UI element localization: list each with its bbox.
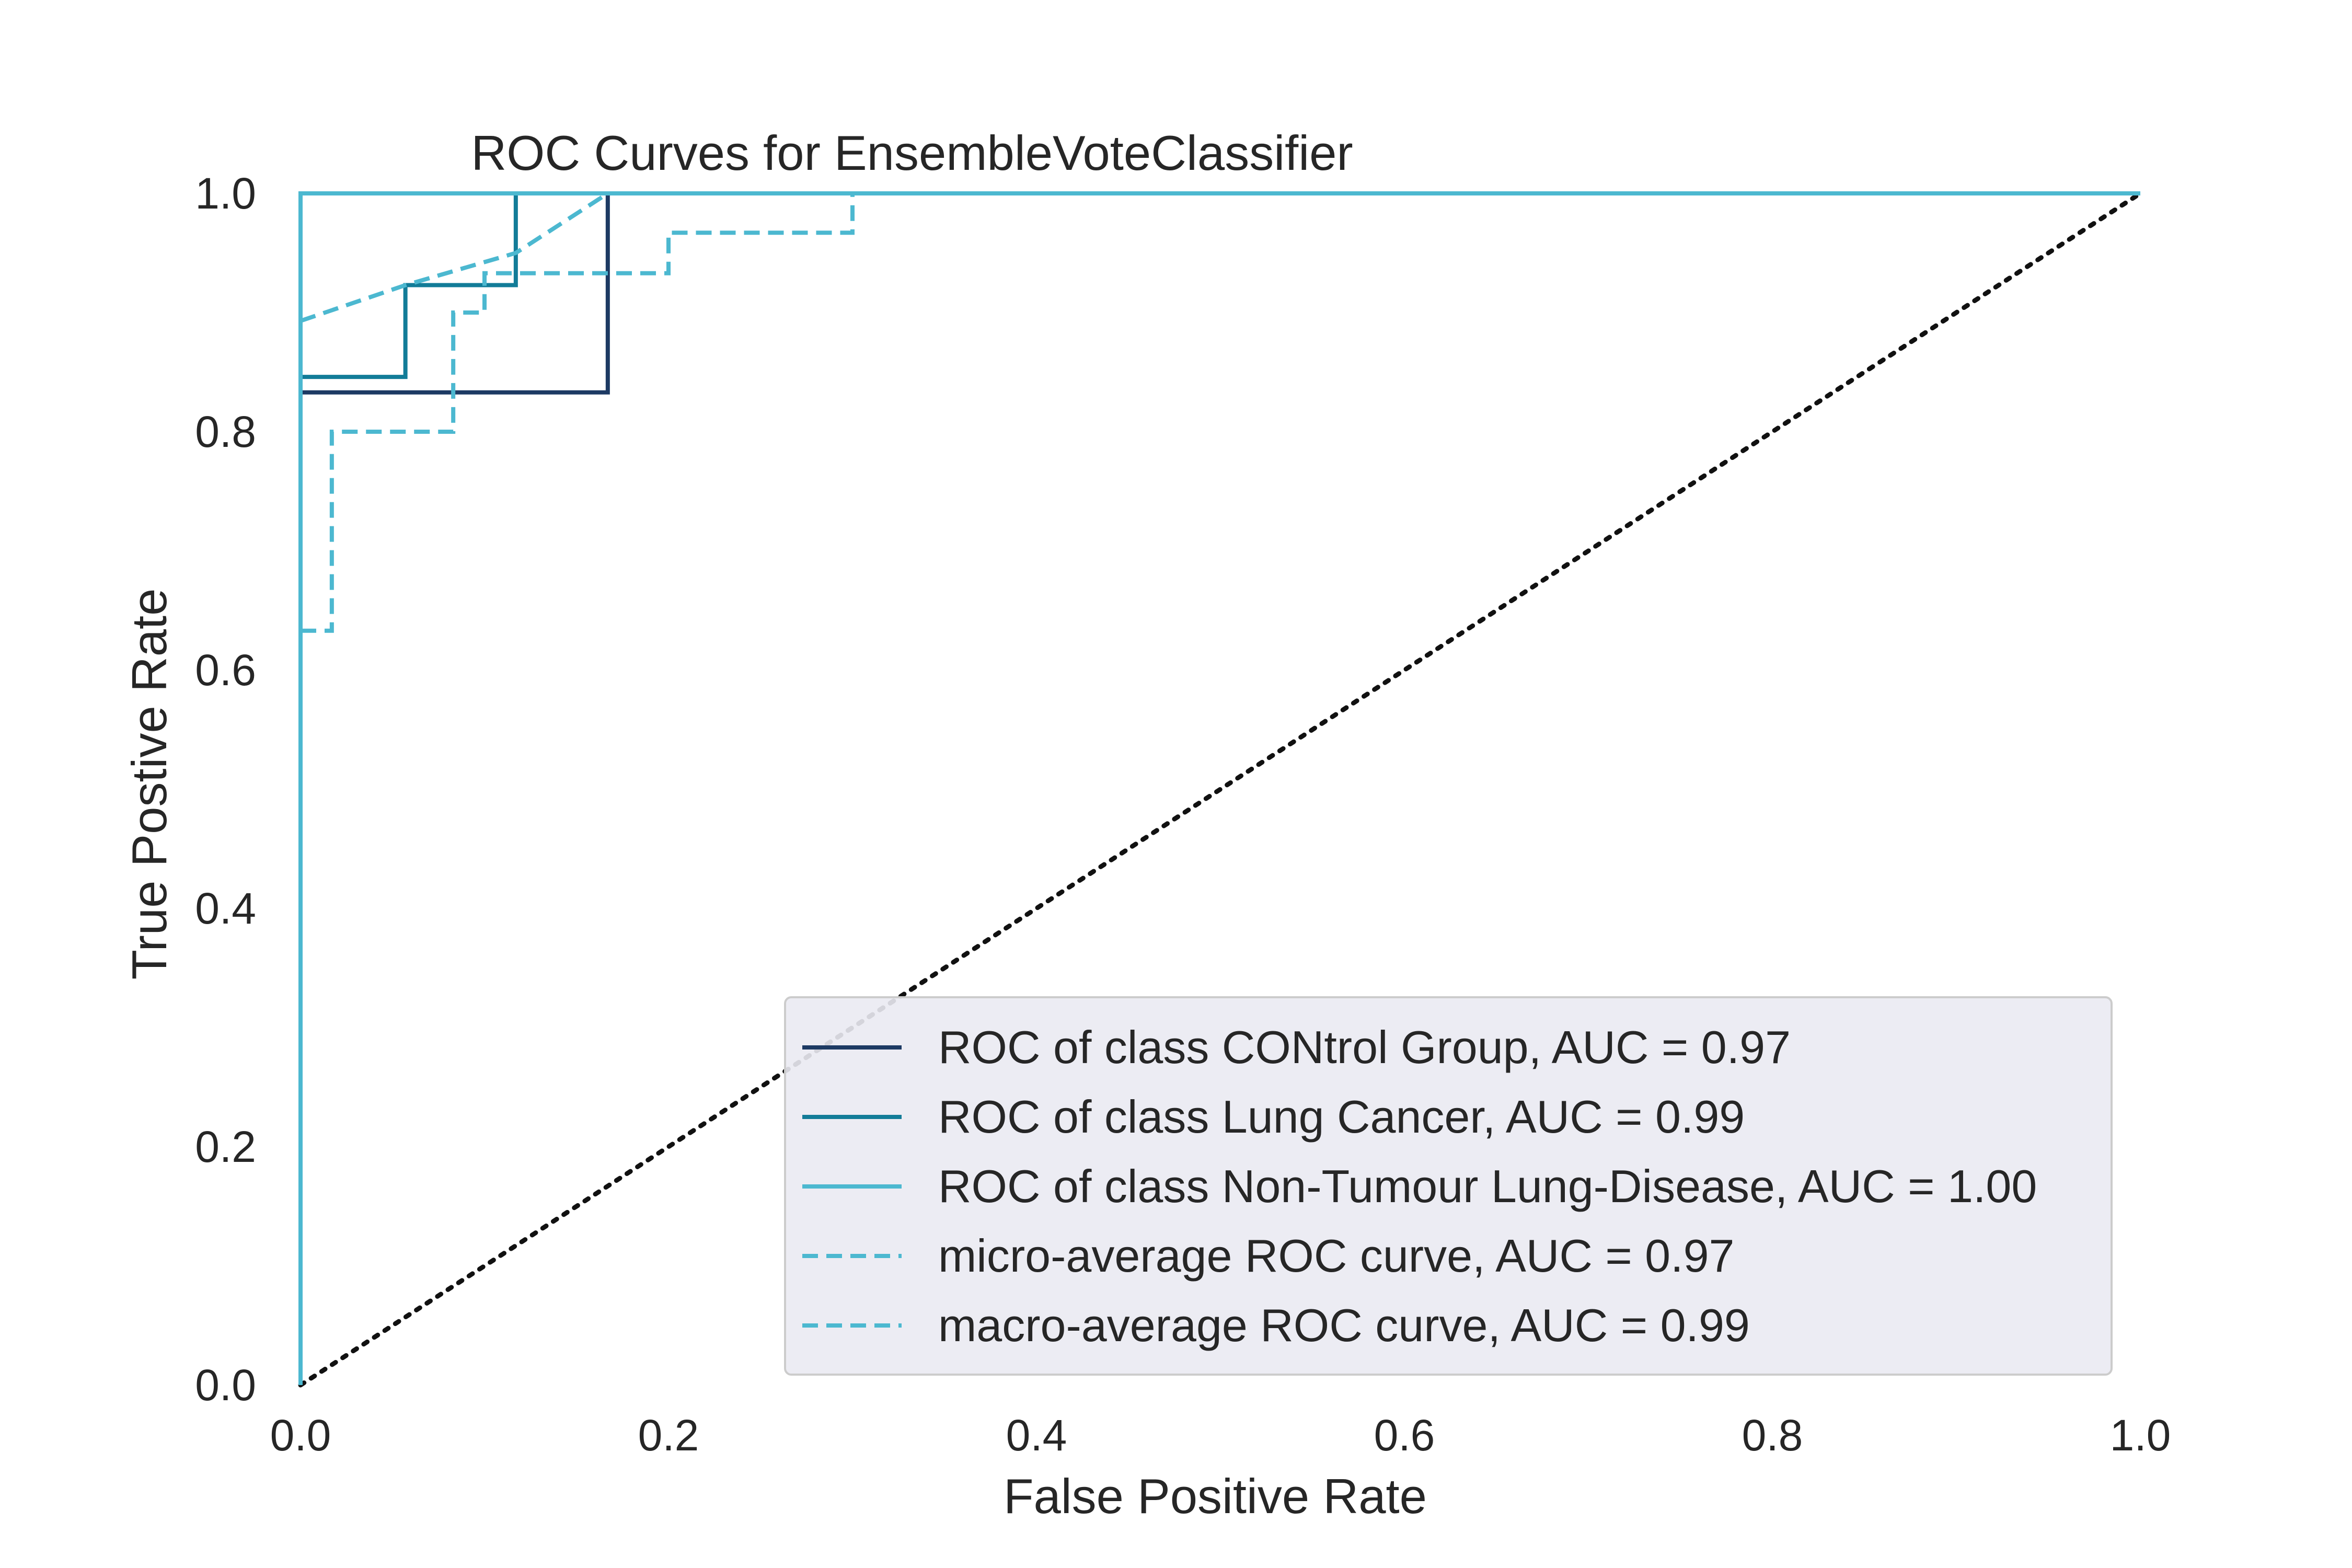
y-axis: 0.0 0.2 0.4 0.6 0.8 1.0 <box>195 169 256 1410</box>
y-tick-label: 0.8 <box>195 407 256 456</box>
legend-entry-label: micro-average ROC curve, AUC = 0.97 <box>938 1230 1734 1282</box>
x-tick-label: 1.0 <box>2110 1411 2171 1460</box>
legend-entry-label: ROC of class Lung Cancer, AUC = 0.99 <box>938 1091 1745 1143</box>
y-tick-label: 0.0 <box>195 1361 256 1410</box>
legend-entry-label: ROC of class CONtrol Group, AUC = 0.97 <box>938 1021 1791 1073</box>
y-tick-label: 0.6 <box>195 645 256 695</box>
x-tick-label: 0.4 <box>1006 1411 1067 1460</box>
y-axis-label: True Postive Rate <box>122 589 177 980</box>
series-line-5 <box>299 191 2140 323</box>
chance-diagonal-line <box>298 191 2143 1388</box>
plot-area <box>298 191 2143 1388</box>
legend-entry-label: macro-average ROC curve, AUC = 0.99 <box>938 1299 1750 1351</box>
y-tick-label: 0.2 <box>195 1122 256 1171</box>
y-tick-label: 0.4 <box>195 884 256 933</box>
series-line-4 <box>301 191 2140 633</box>
y-tick-label: 1.0 <box>195 169 256 218</box>
legend: ROC of class CONtrol Group, AUC = 0.97 RO… <box>784 996 2113 1376</box>
x-axis: 0.0 0.2 0.4 0.6 0.8 1.0 <box>270 1411 2171 1460</box>
x-tick-label: 0.6 <box>1374 1411 1435 1460</box>
x-tick-label: 0.0 <box>270 1411 331 1460</box>
chart-title: ROC Curves for EnsembleVoteClassifier <box>471 125 1353 180</box>
x-tick-label: 0.8 <box>1742 1411 1803 1460</box>
x-axis-label: False Positive Rate <box>1004 1469 1427 1524</box>
legend-entry-label: ROC of class Non-Tumour Lung-Disease, AU… <box>938 1160 2037 1212</box>
legend-box <box>784 996 2113 1376</box>
x-tick-label: 0.2 <box>638 1411 699 1460</box>
